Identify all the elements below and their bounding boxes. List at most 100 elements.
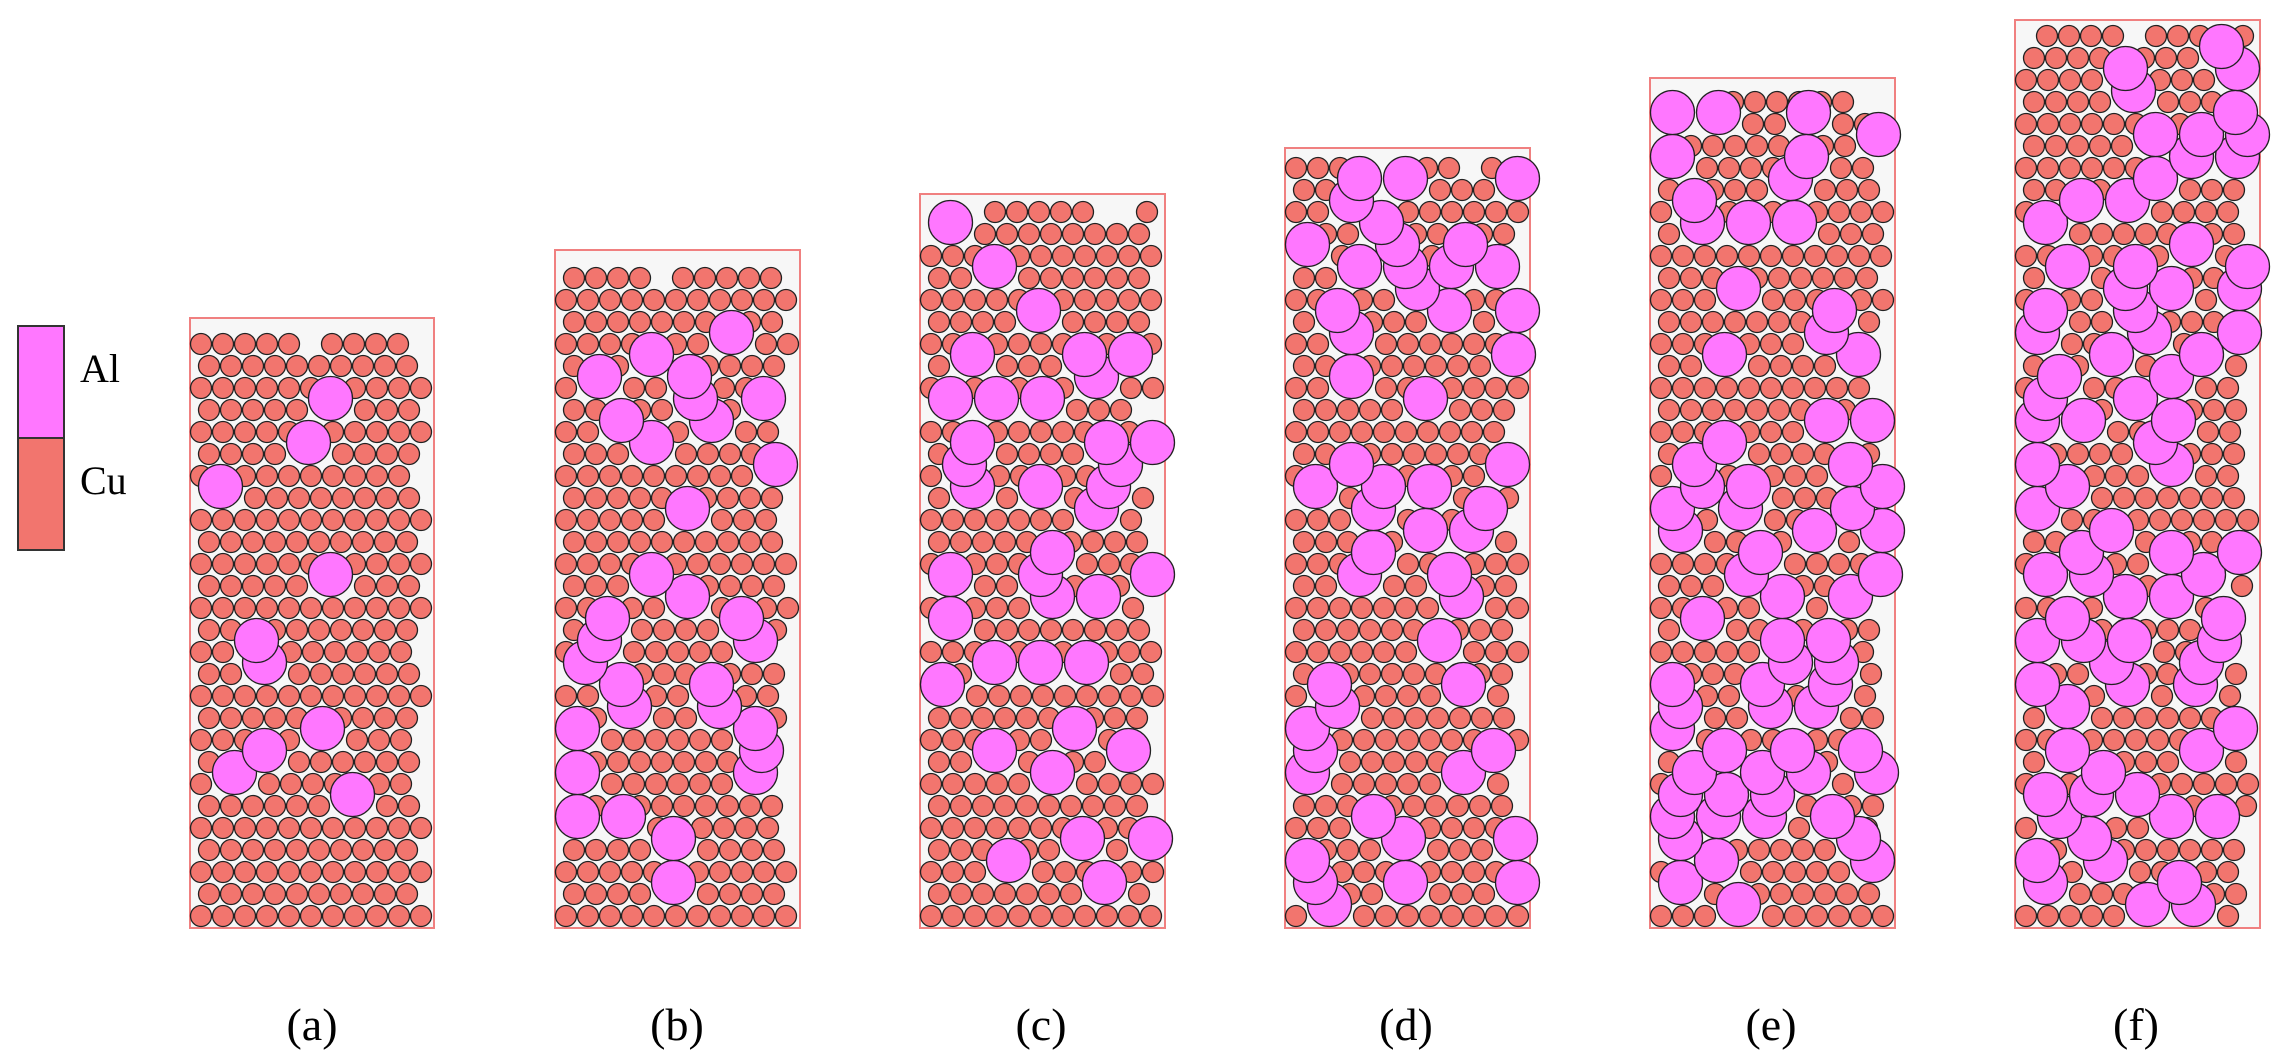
al-particle [1063, 639, 1110, 686]
al-particle [1805, 617, 1852, 664]
cu-particle [1141, 860, 1165, 884]
panel-labels: (a) (b) (c) (d) (e) (f) [286, 999, 2159, 1050]
cu-particle [993, 530, 1017, 554]
cu-particle [1831, 112, 1855, 136]
cu-particle [329, 882, 353, 906]
cu-particle [1027, 200, 1051, 224]
cu-particle [2088, 90, 2112, 114]
cu-particle [241, 838, 265, 862]
cu-particle [1437, 156, 1461, 180]
cu-particle [650, 530, 674, 554]
cu-particle [2194, 288, 2218, 312]
cu-particle [666, 640, 690, 664]
cu-particle [233, 420, 257, 444]
cu-particle [919, 640, 943, 664]
cu-particle [2152, 640, 2176, 664]
cu-particle [1314, 530, 1338, 554]
cu-particle [620, 508, 644, 532]
cu-particle [995, 574, 1019, 598]
cu-particle [1462, 332, 1486, 356]
cu-particle [963, 860, 987, 884]
cu-particle [1017, 222, 1041, 246]
al-particle [718, 595, 765, 642]
cu-particle [1336, 222, 1360, 246]
cu-particle [1805, 904, 1829, 928]
cu-particle [1506, 904, 1530, 928]
cu-particle [1352, 772, 1376, 796]
al-particle [2102, 45, 2149, 92]
al-particle [628, 331, 675, 378]
al-particle [2088, 507, 2135, 554]
cu-particle [309, 750, 333, 774]
cu-particle [2222, 486, 2246, 510]
cu-particle [1284, 816, 1308, 840]
cu-particle [1763, 112, 1787, 136]
cu-particle [1404, 750, 1428, 774]
al-particle [554, 705, 601, 752]
cu-particle [995, 618, 1019, 642]
cu-particle [1306, 552, 1330, 576]
cu-particle [1657, 618, 1681, 642]
cu-particle [1109, 662, 1133, 686]
cu-particle [1418, 772, 1442, 796]
cu-particle [927, 310, 951, 334]
cu-particle [1059, 794, 1083, 818]
cu-particle [554, 904, 578, 928]
cu-particle [554, 552, 578, 576]
cu-particle [927, 266, 951, 290]
cu-particle [2036, 68, 2060, 92]
cu-particle [1374, 728, 1398, 752]
al-particle [1809, 793, 1856, 840]
cu-particle [307, 794, 331, 818]
cu-particle [1783, 464, 1807, 488]
cu-particle [1649, 420, 1673, 444]
cu-particle [1783, 860, 1807, 884]
cu-particle [1284, 904, 1308, 928]
cu-particle [2014, 156, 2038, 180]
cu-particle [716, 486, 740, 510]
cu-particle [554, 288, 578, 312]
cu-particle [285, 530, 309, 554]
cu-particle [622, 772, 646, 796]
cu-particle [993, 882, 1017, 906]
cu-particle [995, 222, 1019, 246]
cu-particle [1671, 288, 1695, 312]
cu-particle [2066, 134, 2090, 158]
cu-particle [732, 508, 756, 532]
cu-particle [1490, 662, 1514, 686]
cu-particle [1336, 398, 1360, 422]
panel-label-d: (d) [1379, 999, 1433, 1050]
cu-particle [1428, 178, 1452, 202]
cu-particle [606, 882, 630, 906]
cu-particle [1805, 464, 1829, 488]
cu-particle [1671, 376, 1695, 400]
cu-particle [1037, 794, 1061, 818]
cu-particle [1679, 574, 1703, 598]
cu-particle [2156, 750, 2180, 774]
cu-particle [2060, 332, 2084, 356]
cu-particle [1029, 816, 1053, 840]
cu-particle [2236, 772, 2260, 796]
cu-particle [1292, 178, 1316, 202]
cu-particle [1747, 354, 1771, 378]
al-particle [2156, 859, 2203, 906]
cu-particle [1741, 112, 1765, 136]
cu-particle [598, 904, 622, 928]
cu-particle [664, 904, 688, 928]
cu-particle [1440, 816, 1464, 840]
cu-particle [2066, 46, 2090, 70]
al-particle [1402, 507, 1449, 554]
cu-particle [1404, 706, 1428, 730]
cu-particle [949, 794, 973, 818]
cu-particle [211, 816, 235, 840]
cu-particle [1292, 618, 1316, 642]
cu-particle [1462, 376, 1486, 400]
cu-particle [696, 838, 720, 862]
cu-particle [927, 882, 951, 906]
cu-particle [1745, 310, 1769, 334]
cu-particle [263, 706, 287, 730]
cu-particle [1127, 618, 1151, 642]
cu-particle [2112, 706, 2136, 730]
cu-particle [1462, 464, 1486, 488]
cu-particle [2194, 464, 2218, 488]
